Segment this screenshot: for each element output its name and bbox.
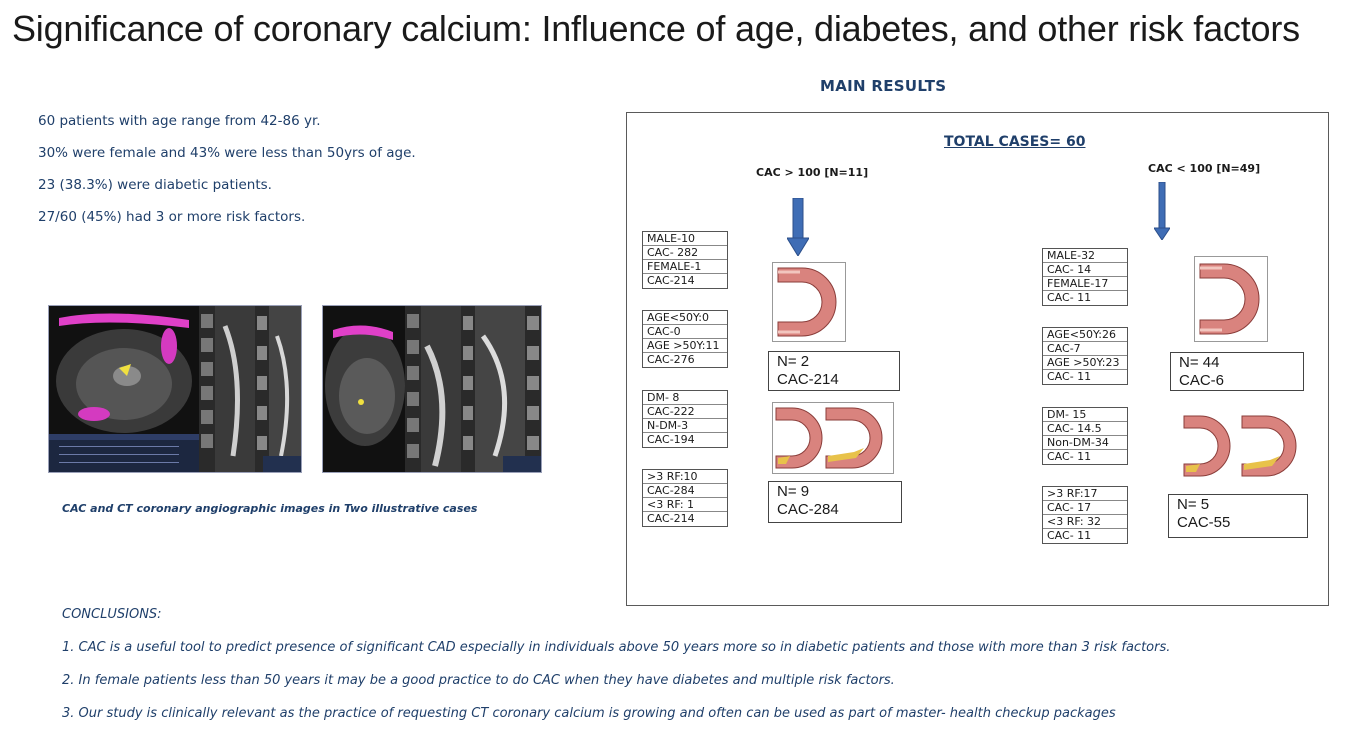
stats-box-diabetes: DM- 8 CAC-222 N-DM-3 CAC-194	[642, 390, 728, 448]
outcome-count: N= 5	[1177, 496, 1210, 513]
stat-line: CAC-0	[643, 325, 727, 339]
main-results-heading: MAIN RESULTS	[820, 77, 947, 95]
stat-line: CAC- 282	[643, 246, 727, 260]
ct-image-case-2	[322, 305, 542, 473]
outcome-count: N= 2	[777, 353, 810, 370]
outcome-box: N= 9 CAC-284	[768, 481, 902, 523]
artery-cross-section-icon	[1194, 256, 1268, 342]
group-label-low: CAC < 100 [N=49]	[1148, 162, 1261, 175]
stat-line: >3 RF:17	[1043, 487, 1127, 501]
artery-cross-section-icon	[772, 262, 846, 342]
outcome-cac: CAC-6	[1179, 372, 1225, 389]
stat-line: CAC-276	[647, 353, 695, 366]
outcome-count: N= 9	[777, 483, 810, 500]
fact-item: 60 patients with age range from 42-86 yr…	[38, 113, 321, 129]
stat-line: <3 RF: 32	[1043, 515, 1127, 529]
outcome-box: N= 2 CAC-214	[768, 351, 900, 391]
stat-line: CAC-222	[643, 405, 727, 419]
fact-item: 30% were female and 43% were less than 5…	[38, 145, 416, 161]
stat-line: FEMALE-17	[1043, 277, 1127, 291]
stats-box-diabetes: DM- 15 CAC- 14.5 Non-DM-34 CAC- 11	[1042, 407, 1128, 465]
stat-line: CAC- 14	[1043, 263, 1127, 277]
stat-line: N-DM-3	[643, 419, 727, 433]
stat-line: CAC-7	[1043, 342, 1127, 356]
stat-line: CAC- 11	[1047, 291, 1092, 304]
outcome-count: N= 44	[1179, 354, 1220, 371]
stat-line: CAC- 11	[1047, 450, 1092, 463]
stat-line: CAC- 11	[1047, 370, 1092, 383]
image-caption: CAC and CT coronary angiographic images …	[62, 502, 478, 515]
conclusion-item: 1. CAC is a useful tool to predict prese…	[62, 640, 1171, 655]
fact-item: 27/60 (45%) had 3 or more risk factors.	[38, 209, 306, 225]
stats-box-sex: MALE-32 CAC- 14 FEMALE-17 CAC- 11	[1042, 248, 1128, 306]
total-cases: TOTAL CASES= 60	[944, 134, 1086, 150]
stat-line: CAC- 17	[1043, 501, 1127, 515]
stat-line: AGE >50Y:23	[1043, 356, 1127, 370]
outcome-box: N= 44 CAC-6	[1170, 352, 1304, 391]
ct-scan-graphic	[49, 306, 301, 472]
conclusions-heading: CONCLUSIONS:	[62, 607, 162, 622]
stat-line: CAC-214	[647, 274, 695, 287]
stat-line: <3 RF: 1	[643, 498, 727, 512]
stat-line: AGE<50Y:0	[643, 311, 727, 325]
stat-line: CAC-194	[647, 433, 695, 446]
stat-line: FEMALE-1	[643, 260, 727, 274]
stats-box-risk-factors: >3 RF:10 CAC-284 <3 RF: 1 CAC-214	[642, 469, 728, 527]
outcome-cac: CAC-214	[777, 371, 839, 388]
stat-line: MALE-10	[643, 232, 727, 246]
stat-line: AGE<50Y:26	[1043, 328, 1127, 342]
stat-line: CAC- 14.5	[1043, 422, 1127, 436]
stat-line: AGE >50Y:11	[643, 339, 727, 353]
fact-item: 23 (38.3%) were diabetic patients.	[38, 177, 272, 193]
outcome-cac: CAC-284	[777, 501, 839, 518]
stats-box-age: AGE<50Y:26 CAC-7 AGE >50Y:23 CAC- 11	[1042, 327, 1128, 385]
down-arrow-icon	[787, 198, 809, 256]
stat-line: CAC- 11	[1047, 529, 1092, 542]
outcome-box: N= 5 CAC-55	[1168, 494, 1308, 538]
stats-box-risk-factors: >3 RF:17 CAC- 17 <3 RF: 32 CAC- 11	[1042, 486, 1128, 544]
stats-box-sex: MALE-10 CAC- 282 FEMALE-1 CAC-214	[642, 231, 728, 289]
stat-line: >3 RF:10	[643, 470, 727, 484]
conclusion-item: 3. Our study is clinically relevant as t…	[62, 706, 1116, 721]
outcome-cac: CAC-55	[1177, 514, 1231, 531]
conclusion-item: 2. In female patients less than 50 years…	[62, 673, 895, 688]
stat-line: DM- 15	[1043, 408, 1127, 422]
ct-image-case-1	[48, 305, 302, 473]
down-arrow-icon	[1154, 182, 1170, 240]
page-title: Significance of coronary calcium: Influe…	[12, 8, 1300, 49]
ct-scan-graphic	[323, 306, 541, 472]
summary-facts: 60 patients with age range from 42-86 yr…	[38, 112, 416, 240]
stat-line: CAC-284	[643, 484, 727, 498]
stat-line: DM- 8	[643, 391, 727, 405]
group-label-high: CAC > 100 [N=11]	[756, 166, 869, 179]
results-box	[626, 112, 1329, 606]
calcified-artery-icon	[772, 402, 894, 474]
stats-box-age: AGE<50Y:0 CAC-0 AGE >50Y:11 CAC-276	[642, 310, 728, 368]
stat-line: CAC-214	[647, 512, 695, 525]
stat-line: MALE-32	[1043, 249, 1127, 263]
stat-line: Non-DM-34	[1043, 436, 1127, 450]
calcified-artery-icon	[1183, 415, 1297, 477]
